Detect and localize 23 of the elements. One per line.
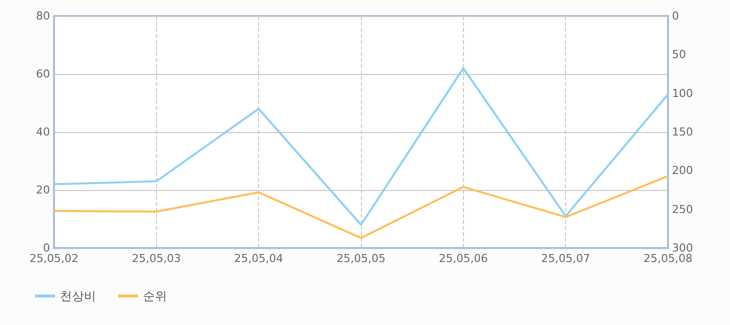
y-tick-label: 0 bbox=[43, 242, 50, 254]
y2-tick-label: 300 bbox=[672, 242, 693, 254]
x-tick-label: 25,05,07 bbox=[541, 252, 590, 265]
x-tick-label: 25,05,03 bbox=[132, 252, 181, 265]
y-tick-label: 20 bbox=[36, 184, 50, 196]
legend-label: 순위 bbox=[143, 289, 167, 303]
y-tick-label: 80 bbox=[36, 10, 50, 22]
y2-tick-label: 150 bbox=[672, 126, 693, 138]
line-series bbox=[53, 67, 669, 226]
y2-tick-label: 0 bbox=[672, 10, 679, 22]
x-tick-label: 25,05,08 bbox=[644, 252, 692, 265]
x-tick-label: 25,05,05 bbox=[336, 252, 386, 265]
x-tick-label: 25,05,02 bbox=[30, 252, 78, 265]
x-tick-label: 25,05,04 bbox=[234, 252, 284, 265]
y2-tick-label: 250 bbox=[672, 202, 693, 216]
x-tick-label: 25,05,06 bbox=[438, 252, 488, 265]
y-tick-label: 40 bbox=[36, 126, 50, 138]
y2-tick-label: 100 bbox=[672, 86, 693, 100]
legend-label: 천상비 bbox=[60, 289, 96, 303]
y2-tick-label: 50 bbox=[672, 48, 686, 62]
line-series bbox=[53, 175, 669, 239]
y2-tick-label: 200 bbox=[672, 164, 693, 178]
y-tick-label: 60 bbox=[36, 68, 50, 80]
